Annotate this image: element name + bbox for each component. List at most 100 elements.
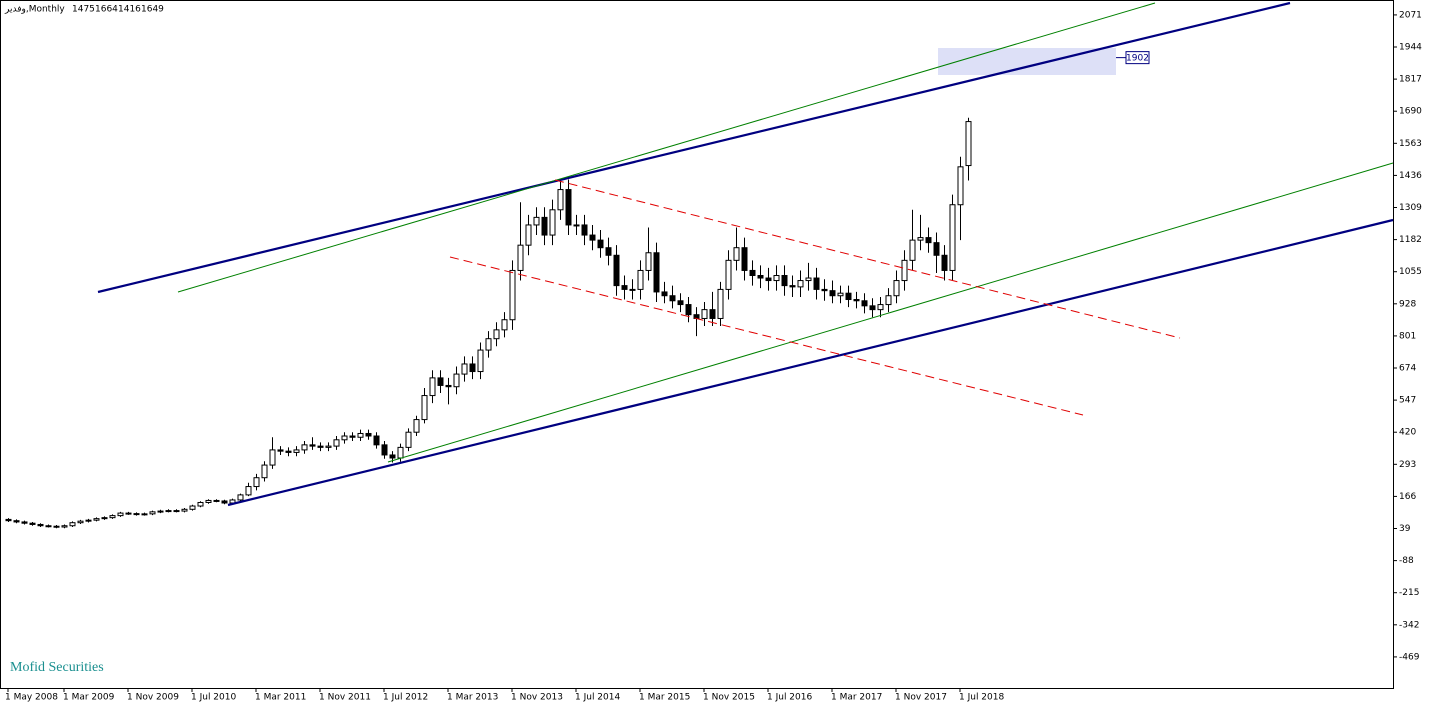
candle-body <box>421 395 428 421</box>
candle-body <box>669 295 676 302</box>
candle-body <box>749 269 756 277</box>
candle-body <box>805 277 812 282</box>
candle-body <box>45 525 52 528</box>
candle-body <box>117 512 124 517</box>
y-tick-label: 1182 <box>1399 235 1422 245</box>
candle-body <box>149 511 156 515</box>
candle-body <box>589 234 596 241</box>
candle-body <box>437 377 444 386</box>
candle-body <box>293 449 300 453</box>
candle-body <box>661 291 668 297</box>
y-tick-label: 547 <box>1399 396 1416 406</box>
candle-body <box>701 309 708 319</box>
y-tick-label: -215 <box>1399 588 1419 598</box>
trend-line <box>449 256 1084 416</box>
x-tick-label: 1 Nov 2013 <box>511 693 563 703</box>
y-tick-label: 293 <box>1399 460 1416 470</box>
x-tick-label: 1 Mar 2013 <box>447 693 498 703</box>
candle-body <box>829 290 836 297</box>
candle-body <box>365 432 372 437</box>
candle-body <box>325 445 332 448</box>
candle-body <box>13 520 20 523</box>
y-tick-label: 1690 <box>1399 107 1422 117</box>
candles <box>5 117 972 529</box>
candle-body <box>605 247 612 256</box>
candle-body <box>893 280 900 297</box>
candle-body <box>397 446 404 459</box>
candle-body <box>957 166 964 206</box>
candle-body <box>413 419 420 433</box>
candle-body <box>109 515 116 519</box>
candle-body <box>741 247 748 271</box>
candle-body <box>189 505 196 510</box>
candle-body <box>685 304 692 316</box>
y-tick-label: 801 <box>1399 331 1416 341</box>
x-tick-label: 1 Jul 2016 <box>767 693 812 703</box>
price-tag-label: 1902 <box>1126 54 1149 64</box>
candle-body <box>557 189 564 211</box>
candle-body <box>133 513 140 516</box>
candle-body <box>213 499 220 502</box>
candle-body <box>781 275 788 287</box>
candle-body <box>205 499 212 503</box>
y-tick-label: -342 <box>1399 620 1419 630</box>
candle-body <box>717 288 724 319</box>
candle-body <box>725 259 732 290</box>
candle-body <box>821 288 828 292</box>
candle-body <box>333 439 340 447</box>
candle-body <box>621 285 628 290</box>
candle-body <box>469 363 476 373</box>
candle-body <box>301 444 308 451</box>
candle-body <box>165 510 172 513</box>
candle-body <box>173 510 180 513</box>
candle-body <box>869 305 876 311</box>
candle-body <box>477 349 484 373</box>
candle-body <box>549 209 556 236</box>
watermark: Mofid Securities <box>10 660 104 675</box>
trend-line <box>97 1 1291 294</box>
candle-body <box>789 285 796 288</box>
candle-body <box>653 252 660 293</box>
x-tick-label: 1 Mar 2015 <box>639 693 690 703</box>
candle-body <box>853 299 860 302</box>
header-close: 1649 <box>141 5 164 15</box>
candle-body <box>573 224 580 227</box>
candle-body <box>837 292 844 297</box>
x-tick-label: 1 Jul 2012 <box>383 693 428 703</box>
candle-body <box>733 247 740 261</box>
candle-body <box>85 519 92 522</box>
trend-line <box>554 179 1181 339</box>
candle-body <box>909 239 916 261</box>
candle-body <box>813 277 820 290</box>
candle-body <box>493 329 500 340</box>
x-tick-label: 1 Jul 2010 <box>191 693 236 703</box>
candle-body <box>309 444 316 447</box>
candle-body <box>453 373 460 388</box>
chart-title: وفدیر,Monthly <box>4 5 65 15</box>
candle-body <box>93 518 100 521</box>
candle-body <box>917 237 924 241</box>
candle-body <box>381 444 388 456</box>
y-tick-label: 1436 <box>1399 171 1422 181</box>
candle-body <box>181 508 188 512</box>
candle-body <box>53 525 60 528</box>
candle-body <box>61 525 68 528</box>
candle-body <box>645 252 652 271</box>
plot-frame <box>0 0 1394 689</box>
candle-body <box>389 454 396 459</box>
trend-line <box>387 162 1394 463</box>
y-tick-label: 39 <box>1399 524 1411 534</box>
candle-body <box>253 477 260 488</box>
candle-body <box>29 522 36 525</box>
x-tick-label: 1 Nov 2009 <box>127 693 179 703</box>
candle-body <box>285 450 292 453</box>
price-tag-box <box>1125 51 1150 65</box>
candle-body <box>877 304 884 311</box>
candle-body <box>757 275 764 279</box>
candle-body <box>349 435 356 438</box>
trend-line <box>227 218 1394 507</box>
candle-body <box>533 216 540 226</box>
candle-body <box>941 254 948 271</box>
x-tick-label: 1 Nov 2017 <box>895 693 947 703</box>
x-tick-label: 1 Mar 2009 <box>63 693 115 703</box>
